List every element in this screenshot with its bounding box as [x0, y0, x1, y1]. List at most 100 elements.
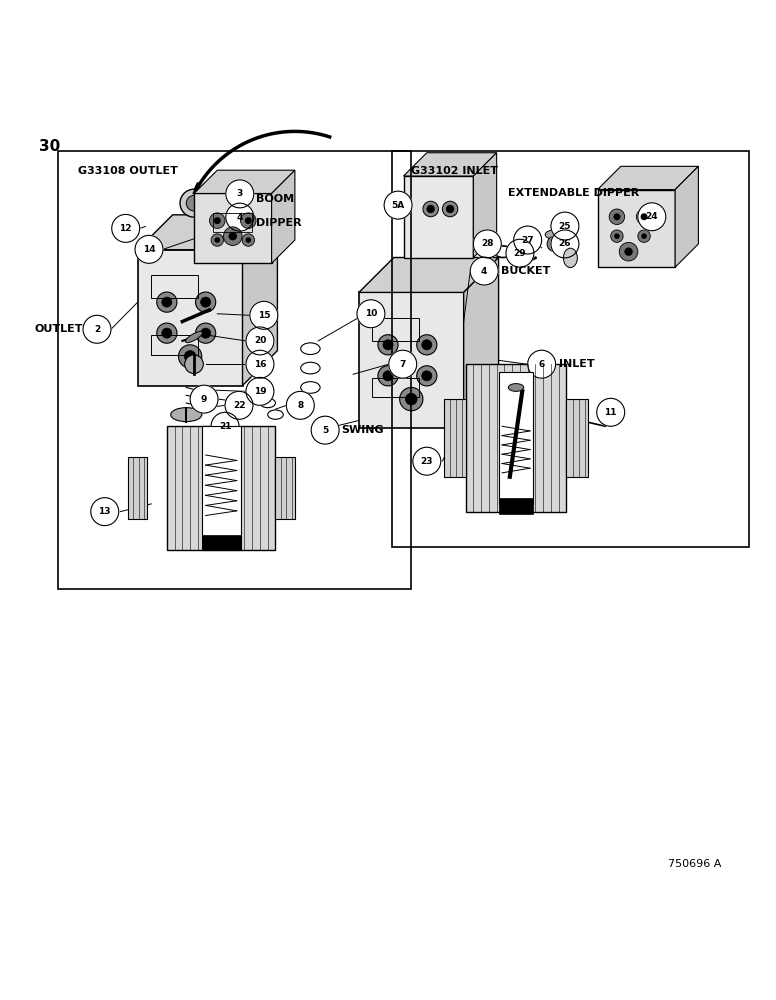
Circle shape — [213, 217, 220, 224]
Polygon shape — [202, 426, 241, 550]
Text: BOOM: BOOM — [256, 194, 294, 204]
Circle shape — [157, 292, 177, 312]
Ellipse shape — [171, 408, 202, 422]
Polygon shape — [128, 457, 147, 519]
Text: SWING: SWING — [341, 425, 384, 435]
Bar — [151, 275, 198, 298]
Circle shape — [211, 234, 223, 246]
Polygon shape — [598, 190, 675, 267]
Text: 7: 7 — [400, 360, 406, 369]
Circle shape — [200, 328, 211, 338]
Circle shape — [611, 230, 623, 242]
Text: OUTLET: OUTLET — [35, 324, 84, 334]
Text: 22: 22 — [233, 401, 245, 410]
Circle shape — [226, 203, 254, 231]
Circle shape — [514, 226, 542, 254]
Circle shape — [112, 214, 140, 242]
Text: G33108 OUTLET: G33108 OUTLET — [78, 166, 178, 176]
Circle shape — [223, 227, 242, 245]
Circle shape — [190, 385, 218, 413]
Circle shape — [383, 340, 393, 350]
Circle shape — [406, 393, 417, 405]
Circle shape — [551, 230, 579, 258]
Polygon shape — [444, 399, 466, 477]
Text: 24: 24 — [646, 212, 658, 221]
Circle shape — [413, 447, 441, 475]
Circle shape — [161, 328, 172, 338]
Ellipse shape — [185, 331, 203, 343]
Circle shape — [135, 235, 163, 263]
Polygon shape — [566, 399, 588, 477]
Circle shape — [625, 247, 632, 256]
Bar — [202, 535, 241, 550]
Text: 29: 29 — [514, 249, 526, 258]
Circle shape — [186, 195, 202, 211]
Circle shape — [640, 213, 647, 220]
Bar — [499, 498, 533, 514]
Circle shape — [83, 315, 111, 343]
Circle shape — [245, 217, 251, 224]
Circle shape — [185, 351, 196, 362]
Polygon shape — [137, 215, 278, 250]
Circle shape — [528, 350, 556, 378]
Text: 23: 23 — [421, 457, 433, 466]
Bar — [58, 151, 411, 589]
Text: 25: 25 — [559, 222, 571, 231]
Polygon shape — [272, 170, 295, 263]
Polygon shape — [137, 250, 242, 386]
Circle shape — [551, 212, 579, 240]
Text: EXTENDABLE DIPPER: EXTENDABLE DIPPER — [508, 188, 639, 198]
Circle shape — [389, 350, 417, 378]
Text: 5: 5 — [322, 426, 328, 435]
Circle shape — [619, 242, 638, 261]
Ellipse shape — [563, 248, 577, 268]
Polygon shape — [194, 170, 295, 193]
Circle shape — [178, 345, 202, 368]
Circle shape — [417, 335, 437, 355]
Polygon shape — [675, 166, 698, 267]
Circle shape — [242, 234, 255, 246]
Circle shape — [378, 366, 398, 386]
Text: 11: 11 — [605, 408, 617, 417]
Circle shape — [250, 301, 278, 329]
Text: 21: 21 — [219, 422, 231, 431]
Text: 19: 19 — [254, 387, 266, 396]
Bar — [372, 318, 419, 341]
Text: 28: 28 — [481, 239, 494, 248]
Bar — [372, 378, 419, 397]
Circle shape — [246, 350, 274, 378]
Text: 10: 10 — [365, 309, 377, 318]
Polygon shape — [499, 372, 533, 504]
Bar — [213, 213, 252, 232]
Circle shape — [226, 180, 254, 208]
Circle shape — [547, 236, 563, 252]
Polygon shape — [359, 292, 464, 428]
Polygon shape — [598, 166, 698, 190]
Polygon shape — [404, 153, 497, 176]
Circle shape — [613, 213, 620, 220]
Circle shape — [506, 239, 534, 267]
Circle shape — [383, 371, 393, 381]
Circle shape — [214, 237, 220, 243]
Circle shape — [473, 230, 501, 258]
Polygon shape — [464, 257, 499, 428]
Text: 8: 8 — [297, 401, 303, 410]
Circle shape — [245, 237, 251, 243]
Circle shape — [246, 327, 274, 355]
Text: INLET: INLET — [559, 359, 594, 369]
Polygon shape — [275, 457, 295, 519]
Circle shape — [211, 412, 239, 440]
Text: 12: 12 — [120, 224, 132, 233]
Text: 26: 26 — [559, 239, 571, 248]
Circle shape — [597, 398, 625, 426]
Text: 4: 4 — [237, 213, 243, 222]
Text: 750696 A: 750696 A — [668, 859, 722, 869]
Text: 3: 3 — [237, 189, 243, 198]
Text: 27: 27 — [521, 236, 534, 245]
Text: 30: 30 — [39, 139, 60, 154]
Text: G33102 INLET: G33102 INLET — [411, 166, 498, 176]
Circle shape — [241, 213, 256, 228]
Text: 16: 16 — [254, 360, 266, 369]
Circle shape — [417, 366, 437, 386]
Text: 4: 4 — [481, 267, 487, 276]
